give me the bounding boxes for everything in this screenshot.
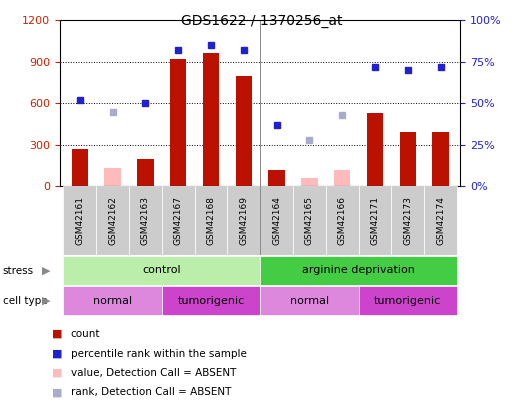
Bar — [260, 186, 293, 255]
Text: GSM42174: GSM42174 — [436, 196, 445, 245]
Bar — [195, 186, 228, 255]
Text: tumorigenic: tumorigenic — [374, 296, 441, 306]
Bar — [268, 170, 285, 186]
Bar — [359, 186, 391, 255]
Bar — [203, 53, 219, 186]
Bar — [391, 186, 424, 255]
Bar — [326, 186, 359, 255]
Bar — [96, 186, 129, 255]
Text: GSM42169: GSM42169 — [240, 196, 248, 245]
Bar — [63, 286, 162, 315]
Text: GSM42163: GSM42163 — [141, 196, 150, 245]
Bar — [260, 256, 457, 285]
Text: cell type: cell type — [3, 296, 47, 305]
Bar — [72, 149, 88, 186]
Text: normal: normal — [93, 296, 132, 306]
Text: GSM42161: GSM42161 — [75, 196, 84, 245]
Bar — [359, 286, 457, 315]
Bar — [293, 186, 326, 255]
Bar — [400, 132, 416, 186]
Bar — [170, 59, 186, 186]
Text: GSM42173: GSM42173 — [403, 196, 412, 245]
Bar — [63, 186, 96, 255]
Text: GSM42171: GSM42171 — [370, 196, 380, 245]
Text: GSM42165: GSM42165 — [305, 196, 314, 245]
Text: ■: ■ — [52, 349, 63, 358]
Bar — [228, 186, 260, 255]
Text: control: control — [142, 265, 181, 275]
Text: ■: ■ — [52, 368, 63, 378]
Bar — [367, 113, 383, 186]
Text: GSM42167: GSM42167 — [174, 196, 183, 245]
Bar — [63, 256, 260, 285]
Text: ▶: ▶ — [42, 266, 50, 275]
Text: tumorigenic: tumorigenic — [177, 296, 245, 306]
Text: normal: normal — [290, 296, 329, 306]
Text: GSM42162: GSM42162 — [108, 196, 117, 245]
Bar — [105, 168, 121, 186]
Bar — [433, 132, 449, 186]
Text: ■: ■ — [52, 388, 63, 397]
Text: arginine deprivation: arginine deprivation — [302, 265, 415, 275]
Text: stress: stress — [3, 266, 34, 275]
Text: value, Detection Call = ABSENT: value, Detection Call = ABSENT — [71, 368, 236, 378]
Text: GSM42168: GSM42168 — [207, 196, 215, 245]
Text: GDS1622 / 1370256_at: GDS1622 / 1370256_at — [181, 14, 342, 28]
Bar — [334, 170, 350, 186]
Text: GSM42164: GSM42164 — [272, 196, 281, 245]
Bar — [260, 286, 359, 315]
Bar — [129, 186, 162, 255]
Bar — [162, 186, 195, 255]
Text: ▶: ▶ — [42, 296, 50, 305]
Bar — [162, 286, 260, 315]
Text: count: count — [71, 329, 100, 339]
Bar — [301, 178, 317, 186]
Bar — [424, 186, 457, 255]
Text: GSM42166: GSM42166 — [338, 196, 347, 245]
Bar — [137, 159, 154, 186]
Text: ■: ■ — [52, 329, 63, 339]
Text: rank, Detection Call = ABSENT: rank, Detection Call = ABSENT — [71, 388, 231, 397]
Bar — [235, 76, 252, 186]
Text: percentile rank within the sample: percentile rank within the sample — [71, 349, 246, 358]
